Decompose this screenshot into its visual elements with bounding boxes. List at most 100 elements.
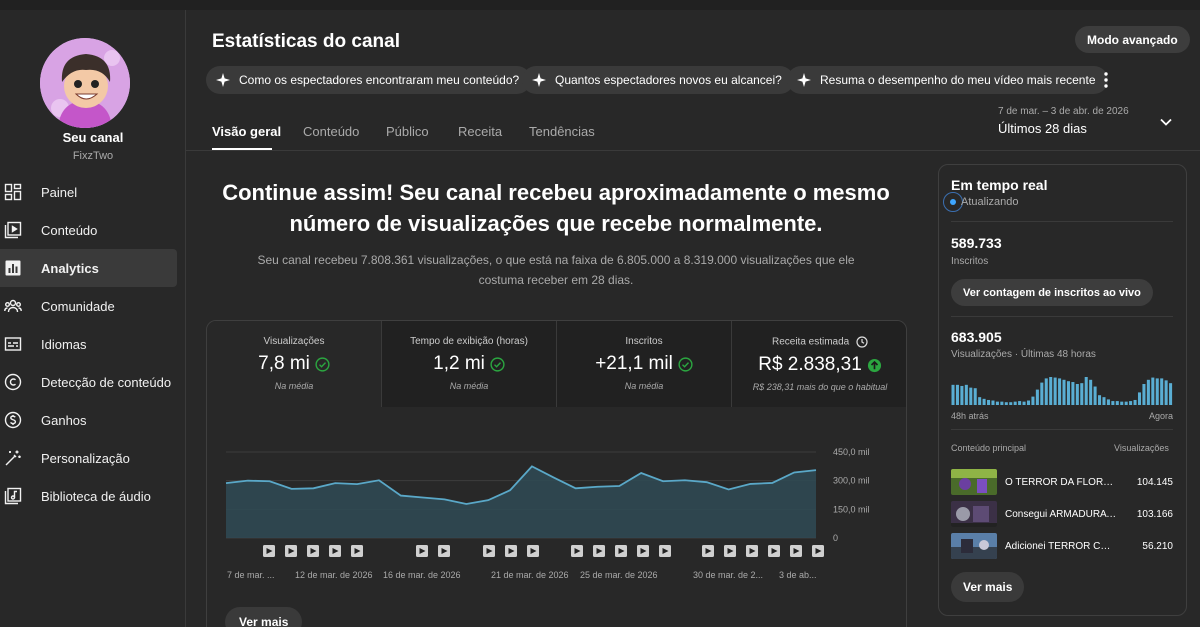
- play-icon: [441, 548, 448, 554]
- sidebar-item-painel[interactable]: Painel: [0, 173, 186, 211]
- realtime-bar: [1124, 401, 1128, 405]
- bars-axis-start: 48h atrás: [951, 411, 989, 421]
- realtime-bar: [1115, 401, 1119, 405]
- realtime-bar: [955, 384, 959, 405]
- sidebar-item-analytics[interactable]: Analytics: [0, 249, 177, 287]
- chevron-down-icon[interactable]: [1158, 114, 1174, 130]
- channel-avatar[interactable]: [40, 38, 130, 128]
- x-tick-label: 7 de mar. ...: [227, 570, 275, 580]
- play-icon: [771, 548, 778, 554]
- list-item[interactable]: Adicionei TERROR COLOSSAL 56.210: [951, 533, 1173, 559]
- tab-visao-geral[interactable]: Visão geral: [212, 124, 282, 139]
- metric-note: Na média: [449, 381, 489, 391]
- sidebar-item-label: Comunidade: [41, 298, 115, 314]
- chip-label: Resuma o desempenho do meu vídeo mais re…: [820, 73, 1096, 87]
- date-period-label[interactable]: Últimos 28 dias: [998, 121, 1087, 136]
- realtime-see-more-button[interactable]: Ver mais: [951, 572, 1025, 602]
- metric-value-row: +21,1 mil: [557, 353, 731, 375]
- realtime-bar: [960, 385, 964, 405]
- realtime-bar: [951, 384, 955, 405]
- views-chart[interactable]: 450,0 mil 300,0 mil 150,0 mil 0 7 de mar. ..…: [207, 407, 907, 607]
- sidebar-item-label: Biblioteca de áudio: [41, 488, 151, 504]
- y-tick-label: 300,0 mil: [833, 476, 870, 486]
- tab-conteudo[interactable]: Conteúdo: [303, 124, 360, 139]
- metric-value-row: R$ 2.838,31: [732, 354, 906, 376]
- realtime-panel: Em tempo real Atualizando 589.733 Inscri…: [938, 164, 1187, 616]
- realtime-bar: [1049, 377, 1053, 405]
- play-icon: [640, 548, 647, 554]
- x-tick-label: 3 de ab...: [779, 570, 817, 580]
- divider: [951, 316, 1173, 317]
- metric-label: Receita estimada: [771, 336, 850, 348]
- video-thumbnail: [951, 469, 997, 495]
- video-title: Adicionei TERROR COLOSSAL: [1005, 540, 1117, 552]
- realtime-bar: [1026, 400, 1031, 405]
- live-subscriber-count-button[interactable]: Ver contagem de inscritos ao vivo: [951, 279, 1153, 306]
- sidebar-item-ganhos[interactable]: Ganhos: [0, 401, 186, 439]
- sidebar-item-conteudo[interactable]: Conteúdo: [0, 211, 186, 249]
- chip-how-viewers-found[interactable]: Como os espectadores encontraram meu con…: [206, 66, 532, 94]
- realtime-bar: [987, 399, 991, 405]
- advanced-mode-button[interactable]: Modo avançado: [1075, 26, 1190, 53]
- realtime-bar: [1031, 396, 1035, 405]
- x-tick-label: 25 de mar. de 2026: [580, 570, 658, 580]
- arrow-up-circle-icon: [867, 358, 881, 372]
- tab-tendencias[interactable]: Tendências: [529, 124, 595, 139]
- channel-handle: FixzTwo: [72, 150, 114, 162]
- more-vert-icon[interactable]: [1096, 70, 1116, 90]
- realtime-bar: [1142, 384, 1146, 405]
- sidebar-item-biblioteca-audio[interactable]: Biblioteca de áudio: [0, 477, 186, 515]
- tab-underline: [212, 148, 272, 150]
- realtime-bar: [1009, 402, 1013, 405]
- check-circle-icon: [315, 356, 330, 372]
- tab-receita[interactable]: Receita: [458, 124, 503, 139]
- play-icon: [530, 548, 537, 554]
- y-tick-label: 0: [833, 533, 838, 543]
- sidebar-item-personalizacao[interactable]: Personalização: [0, 439, 186, 477]
- realtime-bar: [1137, 392, 1142, 405]
- sidebar-item-deteccao[interactable]: Detecção de conteúdo: [0, 363, 186, 401]
- x-tick-label: 16 de mar. de 2026: [383, 570, 461, 580]
- metric-views[interactable]: Visualizações 7,8 mi Na média: [207, 321, 382, 407]
- date-range[interactable]: 7 de mar. – 3 de abr. de 2026: [998, 106, 1129, 117]
- metric-watch-time[interactable]: Tempo de exibição (horas) 1,2 mi Na médi…: [382, 321, 557, 407]
- overview-subline: Seu canal recebeu 7.808.361 visualizaçõe…: [257, 253, 855, 287]
- realtime-bar: [1058, 378, 1062, 405]
- list-item[interactable]: O TERROR DA FLORESTA 104.145: [951, 469, 1173, 495]
- sidebar-item-label: Personalização: [41, 450, 130, 466]
- realtime-bar: [1160, 378, 1164, 405]
- play-icon: [288, 548, 295, 554]
- tab-publico[interactable]: Público: [386, 124, 429, 139]
- sidebar-item-idiomas[interactable]: Idiomas: [0, 325, 186, 363]
- see-more-button[interactable]: Ver mais: [225, 607, 303, 627]
- copyright-icon: [4, 373, 22, 391]
- sidebar-item-label: Painel: [41, 184, 78, 200]
- video-title: O TERROR DA FLORESTA: [1005, 476, 1117, 488]
- sidebar-item-comunidade[interactable]: Comunidade: [0, 287, 186, 325]
- chip-summarize-latest[interactable]: Resuma o desempenho do meu vídeo mais re…: [787, 66, 1108, 94]
- realtime-bar: [1133, 399, 1137, 405]
- realtime-views-bars[interactable]: [951, 377, 1173, 405]
- play-icon: [618, 548, 625, 554]
- chip-new-viewers[interactable]: Quantos espectadores novos eu alcancei?: [522, 66, 794, 94]
- video-views: 103.166: [1136, 508, 1173, 520]
- views-line: [225, 465, 817, 505]
- y-tick-label: 450,0 mil: [833, 447, 870, 457]
- play-icon: [574, 548, 581, 554]
- realtime-bar: [973, 388, 977, 405]
- list-item[interactable]: Consegui ARMADURA DE 103.166: [951, 501, 1173, 527]
- realtime-bar: [1093, 386, 1097, 405]
- video-thumbnail: [951, 501, 997, 527]
- realtime-views-value: 683.905: [951, 329, 1002, 345]
- play-icon: [793, 548, 800, 554]
- metric-value: 7,8 mi: [258, 353, 310, 374]
- realtime-bar: [1102, 397, 1106, 405]
- metric-value: R$ 2.838,31: [758, 354, 862, 375]
- realtime-bar: [1075, 384, 1079, 405]
- metric-subscribers[interactable]: Inscritos +21,1 mil Na média: [557, 321, 732, 407]
- top-content-views-header: Visualizações: [1114, 443, 1169, 453]
- metric-revenue[interactable]: Receita estimada R$ 2.838,31 R$ 238,31 m…: [732, 321, 906, 407]
- overview-card: Visualizações 7,8 mi Na média Tempo de e…: [206, 320, 907, 627]
- views-area: [226, 466, 816, 538]
- realtime-bar: [969, 387, 973, 405]
